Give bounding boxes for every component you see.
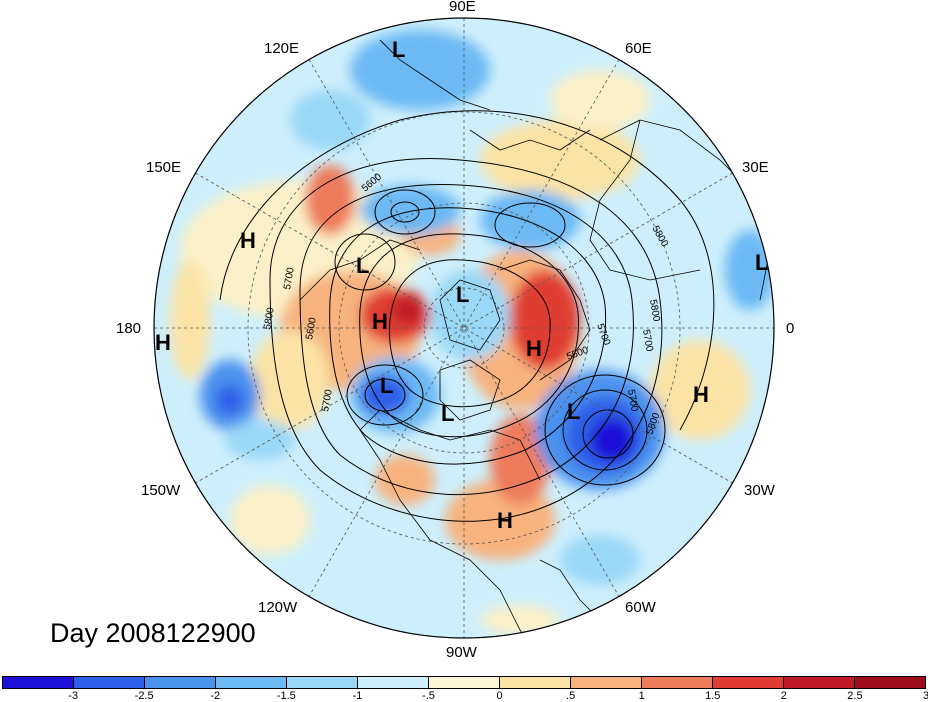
contour-label: 5800 [647,299,662,323]
day-title: Day 2008122900 [50,618,256,648]
pressure-centers: L L L L L L L H H H H H H [155,37,768,533]
low-center: L [441,401,454,426]
colorbar-tick-label: -2.5 [134,690,154,702]
map-boundary [153,17,775,639]
lon-30w: 30W [744,482,775,499]
colorbar-swatch [429,677,500,688]
colorbar-tick-label: 3 [922,690,928,702]
high-center: H [372,309,388,334]
colorbar-swatch [784,677,855,688]
colorbar-swatch [642,677,713,688]
colorbar-swatch [74,677,145,688]
lon-150e: 150E [146,159,182,176]
high-center: H [526,336,542,361]
colorbar-tick-label: 2.5 [847,690,863,702]
colorbar-tick-label: 0 [496,690,503,702]
colorbar-swatch [3,677,74,688]
colorbar-tick-label: 1.5 [705,690,721,702]
anomaly-field [154,18,774,638]
colorbar [2,676,926,689]
lon-60e: 60E [625,40,652,57]
colorbar-swatch [500,677,571,688]
low-center: L [392,37,405,62]
high-center: H [155,330,171,355]
contour-label: 5700 [625,389,640,413]
lon-180: 180 [116,320,142,337]
contour-label: 5700 [282,266,297,290]
colorbar-swatch [145,677,216,688]
lon-90w: 90W [446,644,477,661]
lon-90e: 90E [449,0,476,15]
colorbar-swatch [713,677,784,688]
lon-0: 0 [786,320,795,337]
colorbar-swatch [358,677,429,688]
colorbar-tick-label: .5 [566,690,576,702]
low-center: L [380,373,393,398]
polar-map: 5600 5700 5800 5600 5700 5700 5800 5500 … [153,17,775,639]
lon-120w: 120W [258,599,298,616]
height-contours [219,110,715,522]
colorbar-tick-label: -.5 [422,690,435,702]
contour-label: 5800 [262,306,277,330]
contour-label: 5700 [320,388,335,412]
low-center: L [356,253,369,278]
colorbar-swatch [216,677,287,688]
colorbar-tick-label: -2 [210,690,221,702]
low-center: L [755,250,768,275]
colorbar-tick-label: -3 [68,690,78,702]
colorbar-tick-label: 2 [780,690,787,702]
colorbar-tick-label: 1 [638,690,645,702]
colorbar-tick-label: -1 [352,690,363,702]
colorbar-swatch [571,677,642,688]
contour-label: 5700 [640,329,655,353]
high-center: H [497,508,513,533]
low-center: L [567,399,580,424]
lon-30e: 30E [742,159,769,176]
lon-150w: 150W [141,482,181,499]
high-center: H [240,228,256,253]
colorbar-tick-label: -1.5 [276,690,296,702]
lon-60w: 60W [625,599,656,616]
contour-label: 5600 [304,316,319,340]
low-center: L [456,282,469,307]
lon-120e: 120E [264,40,300,57]
high-center: H [693,382,709,407]
colorbar-swatch [287,677,358,688]
colorbar-swatch [855,677,925,688]
graticule [154,18,774,638]
